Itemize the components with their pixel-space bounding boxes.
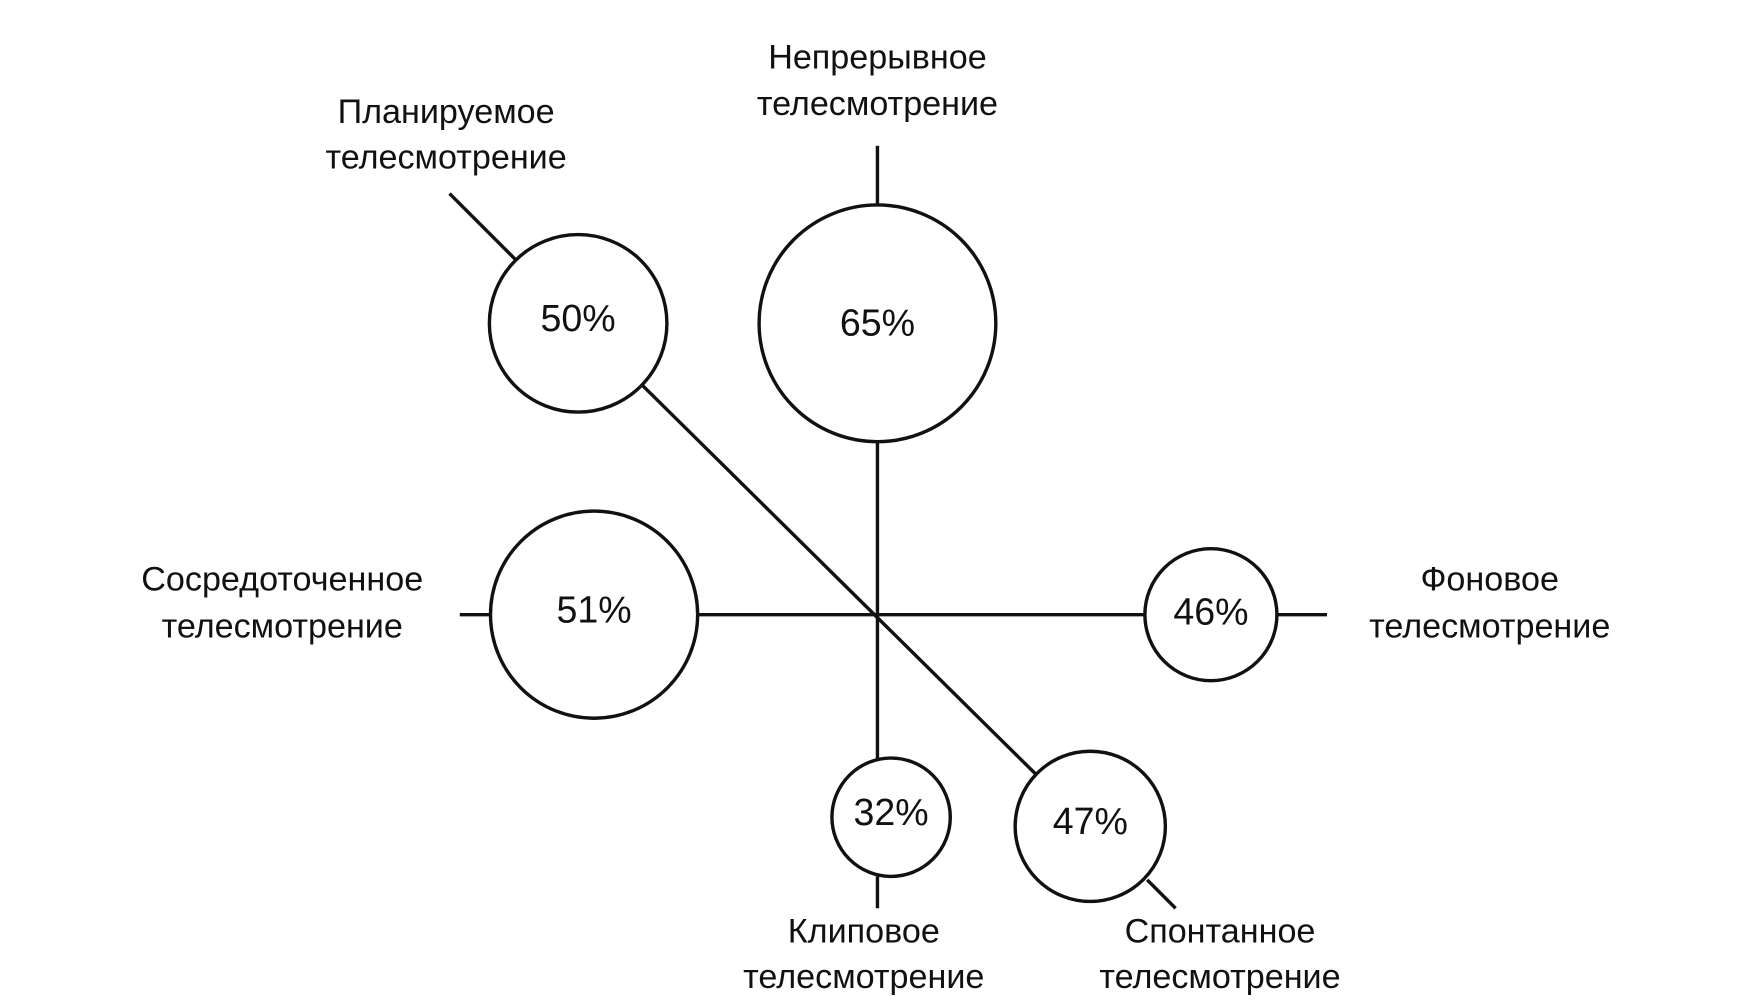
- node-circle: [487, 232, 669, 414]
- node-circle: [1013, 749, 1168, 904]
- node-label: Сосредоточенное: [141, 561, 423, 599]
- node-value: 46%: [1173, 591, 1248, 633]
- connector: [641, 384, 1040, 778]
- node-circle: [488, 509, 700, 720]
- node-value: 32%: [854, 791, 929, 833]
- node-value: 47%: [1053, 800, 1128, 842]
- node-label: телесмотрение: [757, 85, 998, 123]
- connector: [1145, 878, 1177, 910]
- node-label: телесмотрение: [162, 607, 403, 645]
- node-label: телесмотрение: [1099, 958, 1340, 996]
- node-label: Спонтанное: [1125, 912, 1316, 950]
- node-value: 50%: [541, 297, 616, 339]
- node-label: телесмотрение: [743, 958, 984, 996]
- node-label: Клиповое: [788, 912, 940, 950]
- node-label: Фоновое: [1420, 561, 1558, 599]
- node-label: телесмотрение: [326, 138, 567, 176]
- node-value: 65%: [840, 302, 915, 344]
- node-label: телесмотрение: [1369, 607, 1610, 645]
- node-circle: [1143, 546, 1279, 683]
- node-label: Планируемое: [338, 93, 555, 131]
- node-label: Непрерывное: [768, 38, 986, 76]
- node-circle: [830, 756, 952, 879]
- connector: [448, 192, 517, 261]
- node-value: 51%: [556, 588, 631, 630]
- node-circle: [757, 203, 998, 444]
